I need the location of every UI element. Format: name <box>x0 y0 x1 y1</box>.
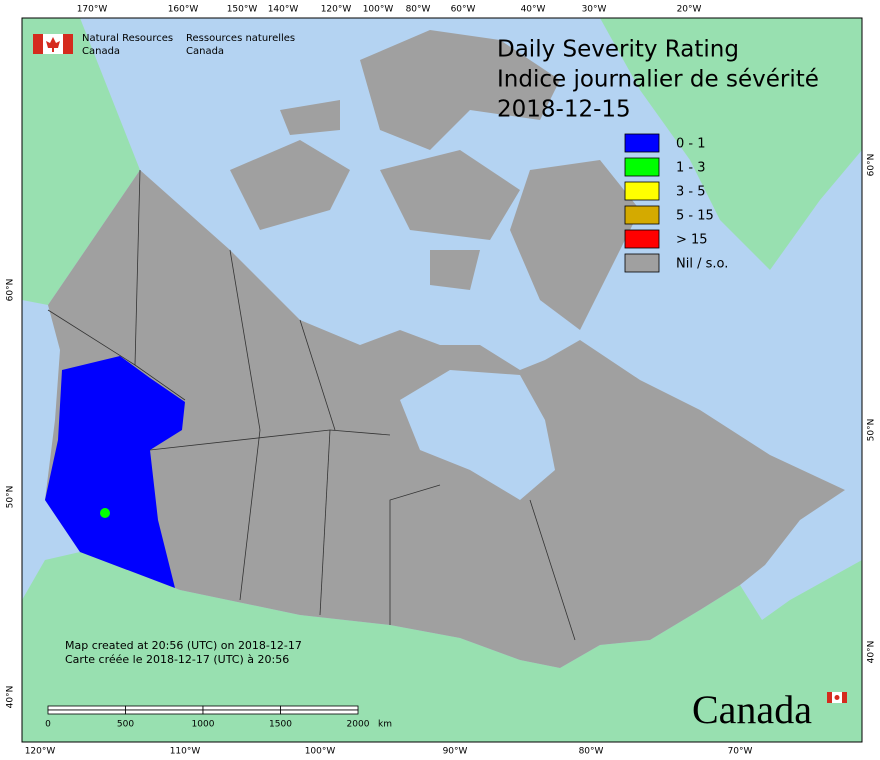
org-name-fr: Canada <box>186 46 224 57</box>
rating-region <box>45 356 185 588</box>
legend-swatch <box>624 205 660 225</box>
legend-swatch <box>624 253 660 273</box>
scale-segment <box>125 709 204 715</box>
map-title: Daily Severity Rating <box>497 37 739 63</box>
latitude-label: 50°N <box>867 419 877 442</box>
scale-label: 2000 <box>347 720 370 730</box>
boundary <box>529 499 576 641</box>
legend-swatch <box>624 181 660 201</box>
longitude-label: 100°W <box>305 747 336 757</box>
maple-leaf <box>46 37 60 52</box>
flag-bar <box>63 34 73 54</box>
scale-segment <box>280 709 359 715</box>
longitude-label: 100°W <box>363 5 394 15</box>
wordmark: Canada <box>692 687 812 732</box>
legend-swatch <box>624 157 660 177</box>
scale-segment <box>280 705 359 711</box>
legend-label: 1 - 3 <box>676 161 706 176</box>
scale-unit: km <box>378 720 392 730</box>
map-note: Carte créée le 2018-12-17 (UTC) à 20:56 <box>65 653 289 666</box>
island <box>510 160 640 330</box>
boundary <box>134 169 141 366</box>
longitude-label: 80°W <box>406 5 431 15</box>
org-name-en: Natural Resources <box>82 33 173 44</box>
longitude-label: 20°W <box>677 5 702 15</box>
island <box>280 100 340 135</box>
scale-label: 1500 <box>269 720 292 730</box>
arctic-islands <box>230 30 640 330</box>
longitude-label: 60°W <box>451 5 476 15</box>
scale-segment <box>125 705 204 711</box>
frame <box>21 17 863 743</box>
legend-label: 0 - 1 <box>676 137 706 152</box>
scale-label: 500 <box>117 720 134 730</box>
longitude-label: 160°W <box>168 5 199 15</box>
hudson-bay <box>400 370 555 500</box>
longitude-label: 90°W <box>443 747 468 757</box>
legend-label: > 15 <box>676 233 708 248</box>
map-title: Indice journalier de sévérité <box>497 67 819 93</box>
map-note: Map created at 20:56 (UTC) on 2018-12-17 <box>65 639 302 652</box>
latitude-label: 40°N <box>6 686 16 709</box>
latitude-label: 60°N <box>867 154 877 177</box>
org-name-fr: Ressources naturelles <box>186 33 295 44</box>
greenland <box>600 18 862 270</box>
longitude-label: 170°W <box>77 5 108 15</box>
legend-swatch <box>624 229 660 249</box>
longitude-label: 80°W <box>579 747 604 757</box>
map-title: 2018-12-15 <box>497 97 631 123</box>
latitude-label: 60°N <box>6 279 16 302</box>
longitude-label: 110°W <box>170 747 201 757</box>
latitude-label: 40°N <box>867 641 877 664</box>
island <box>380 150 520 240</box>
legend-label: 5 - 15 <box>676 209 714 224</box>
rating-spot <box>100 508 110 518</box>
org-name-en: Canada <box>82 46 120 57</box>
longitude-label: 140°W <box>268 5 299 15</box>
longitude-label: 40°W <box>521 5 546 15</box>
boundaries <box>47 169 576 641</box>
island <box>430 250 480 290</box>
boundary <box>389 484 441 625</box>
legend-swatch <box>624 133 660 153</box>
scale-segment <box>202 705 281 711</box>
scale-segment <box>47 709 126 715</box>
longitude-label: 150°W <box>227 5 258 15</box>
island <box>230 140 350 230</box>
scale-segment <box>47 705 126 711</box>
scale-label: 1000 <box>192 720 215 730</box>
scale-segment <box>202 709 281 715</box>
legend-label: Nil / s.o. <box>676 257 728 272</box>
longitude-label: 120°W <box>25 747 56 757</box>
longitude-label: 30°W <box>582 5 607 15</box>
usa <box>22 552 862 742</box>
flag-bar <box>33 34 43 54</box>
alaska <box>22 18 140 305</box>
longitude-label: 120°W <box>321 5 352 15</box>
legend-label: 3 - 5 <box>676 185 706 200</box>
boundary <box>319 429 331 616</box>
flag <box>33 34 73 54</box>
island <box>360 30 560 150</box>
wordmark-leaf <box>834 695 840 700</box>
longitude-label: 70°W <box>728 747 753 757</box>
boundary <box>299 319 336 431</box>
latitude-label: 50°N <box>6 486 16 509</box>
scale-label: 0 <box>45 720 51 730</box>
boundary <box>229 249 261 601</box>
